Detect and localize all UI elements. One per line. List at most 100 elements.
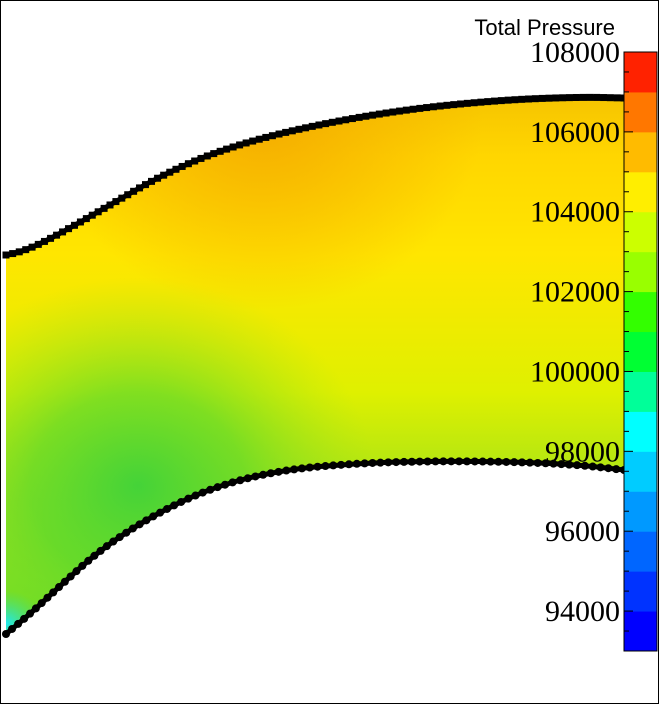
blade-walls <box>2 93 628 638</box>
upper-wall-node <box>600 94 608 102</box>
lower-wall-node <box>604 464 613 473</box>
upper-wall-node <box>477 98 485 106</box>
upper-wall-node <box>249 137 257 145</box>
upper-wall-node <box>552 94 560 102</box>
lower-wall-node <box>20 614 29 623</box>
upper-wall-node <box>210 150 218 158</box>
lower-wall-node <box>290 465 299 474</box>
lower-wall-node <box>221 480 230 489</box>
upper-wall-node <box>416 104 424 112</box>
lower-wall-node <box>266 469 275 478</box>
lower-wall-node <box>407 457 416 466</box>
upper-wall-node <box>518 95 526 103</box>
lower-wall-node <box>368 458 377 467</box>
upper-wall-node <box>118 194 126 202</box>
upper-wall-node <box>335 117 343 125</box>
lower-wall-node <box>170 501 179 510</box>
lower-wall-node <box>122 528 131 537</box>
lower-wall-node <box>259 470 268 479</box>
colorbar-level <box>624 131 657 173</box>
upper-wall-node <box>34 240 42 248</box>
upper-wall-node <box>288 127 296 135</box>
lower-wall-node <box>96 546 105 555</box>
lower-wall-node <box>236 476 245 485</box>
lower-wall-node <box>135 520 144 529</box>
upper-wall-node <box>355 113 363 121</box>
lower-wall-node <box>376 458 385 467</box>
lower-wall-node <box>84 556 93 565</box>
lower-wall-node <box>177 497 186 506</box>
upper-wall-node <box>282 128 290 136</box>
upper-wall-node <box>223 145 231 153</box>
colorbar-level <box>624 371 657 412</box>
lower-wall-node <box>470 457 479 466</box>
upper-wall-node <box>9 250 17 258</box>
lower-wall-node <box>37 599 46 608</box>
upper-wall-node <box>586 93 594 101</box>
lower-wall-node <box>447 457 456 466</box>
upper-wall-node <box>423 104 431 112</box>
colorbar: 94000 96000 98000 100000 102000 104000 106000 1… <box>530 36 658 652</box>
colorbar-level <box>624 291 657 333</box>
lower-wall-node <box>549 459 558 468</box>
upper-wall-node <box>191 157 199 165</box>
upper-wall-node <box>15 248 23 256</box>
colorbar-level <box>624 251 657 293</box>
lower-wall-node <box>612 465 621 474</box>
colorbar-tick-label: 100000 <box>530 355 620 388</box>
colorbar-tick-label: 102000 <box>530 276 620 309</box>
upper-wall-node <box>216 147 224 155</box>
upper-wall-node <box>315 121 323 129</box>
upper-wall-node <box>429 103 437 111</box>
lower-wall-node <box>588 462 597 471</box>
lower-wall-node <box>431 457 440 466</box>
upper-wall-node <box>491 97 499 105</box>
upper-wall-node <box>76 218 84 226</box>
lower-wall-node <box>251 472 260 481</box>
lower-wall-node <box>14 619 23 628</box>
lower-wall-node <box>439 457 448 466</box>
lower-wall-node <box>399 457 408 466</box>
upper-wall-node <box>402 106 410 114</box>
lower-wall-node <box>392 458 401 467</box>
lower-wall-node <box>423 457 432 466</box>
lower-wall-node <box>510 458 519 467</box>
lower-wall-node <box>109 537 118 546</box>
colorbar-level <box>624 491 657 532</box>
lower-wall-node <box>525 458 534 467</box>
upper-wall-node <box>262 133 270 141</box>
upper-wall-node <box>302 124 310 132</box>
upper-wall-node <box>484 98 492 106</box>
upper-wall-node <box>148 177 156 185</box>
upper-wall-node <box>450 101 458 109</box>
upper-wall-node <box>436 102 444 110</box>
upper-wall-node <box>229 143 237 151</box>
upper-wall-node <box>463 99 471 107</box>
upper-wall-node <box>255 135 263 143</box>
upper-wall-node <box>457 100 465 108</box>
upper-wall-node <box>178 162 186 170</box>
upper-wall-node <box>443 101 451 109</box>
upper-wall-node <box>572 93 580 101</box>
lower-wall-node <box>72 567 81 576</box>
lower-wall-node <box>297 464 306 473</box>
upper-wall-node <box>88 211 96 219</box>
upper-wall-node <box>538 94 546 102</box>
upper-wall-node <box>70 221 78 229</box>
upper-wall-node <box>389 108 397 116</box>
upper-wall-node <box>504 96 512 104</box>
lower-wall-node <box>502 457 511 466</box>
upper-wall-node <box>197 154 205 162</box>
lower-wall-node <box>541 459 550 468</box>
upper-wall-node <box>606 94 614 102</box>
upper-wall-node <box>136 184 144 192</box>
lower-wall-node <box>156 508 165 517</box>
upper-wall-node <box>322 120 330 128</box>
colorbar-level <box>624 171 657 213</box>
upper-wall-node <box>470 99 478 107</box>
upper-wall-node <box>154 174 162 182</box>
colorbar-tick-label: 98000 <box>545 435 620 468</box>
upper-wall-node <box>112 198 120 206</box>
lower-wall-node <box>31 604 40 613</box>
